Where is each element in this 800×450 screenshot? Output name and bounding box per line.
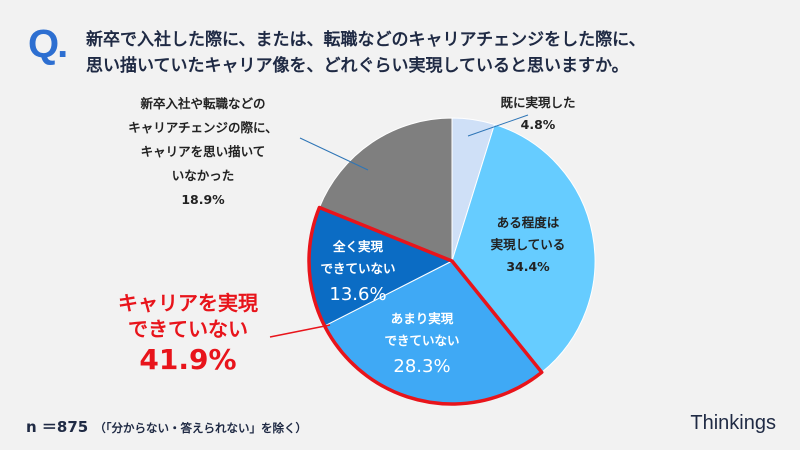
callout-text: できていない [128,317,248,341]
label-value: 13.6% [329,284,387,305]
label-text: できていない [320,261,396,276]
label-text: キャリアチェンジの際に、 [128,120,278,135]
question-line-1: 新卒で入社した際に、または、転職などのキャリアチェンジをした際に、 [86,30,646,50]
label-value: 34.4% [506,259,550,274]
sample-size-value: n ＝875 [26,418,89,436]
label-text: 実現している [490,237,566,252]
label-not-envisioned: 新卒入社や転職などの キャリアチェンジの際に、 キャリアを思い描いて いなかった… [118,92,288,212]
pie-slice-4 [318,117,453,262]
sample-note: （「分からない・答えられない」を除く） [94,421,307,435]
callout-text: キャリアを実現 [118,291,258,315]
highlight-outline [307,205,544,406]
leader-line-already-realized [467,114,529,137]
leader-line-not-envisioned [299,137,369,171]
label-text: 既に実現した [500,95,576,110]
label-not-much-realized: あまり実現 できていない 28.3% [367,308,477,382]
question-mark: Q. [28,22,68,66]
label-text: できていない [384,333,460,348]
label-text: 全く実現 [332,239,383,254]
label-text: 新卒入社や転職などの [140,96,266,111]
not-realized-callout: キャリアを実現 できていない 41.9% [118,290,258,378]
label-text: キャリアを思い描いて [140,144,266,159]
label-text: ある程度は [496,215,560,230]
label-value: 18.9% [181,192,225,207]
brand-logo: Thinkings [690,412,776,434]
label-value: 4.8% [520,117,556,132]
callout-value: 41.9% [139,343,237,376]
label-already-realized: 既に実現した 4.8% [498,92,578,136]
pie-slice-1 [451,123,596,374]
sample-size: n ＝875 （「分からない・答えられない」を除く） [26,416,307,437]
question-text: 新卒で入社した際に、または、転職などのキャリアチェンジをした際に、 思い描いてい… [86,27,646,79]
label-text: あまり実現 [390,311,454,326]
label-text: いなかった [171,168,235,183]
question-line-2: 思い描いていたキャリア像を、どれぐらい実現していると思いますか。 [86,56,629,76]
callout-leader-line [269,324,331,338]
label-somewhat-realized: ある程度は 実現している 34.4% [478,212,578,278]
label-not-realized-at-all: 全く実現 できていない 13.6% [310,236,406,310]
label-value: 28.3% [393,356,451,377]
